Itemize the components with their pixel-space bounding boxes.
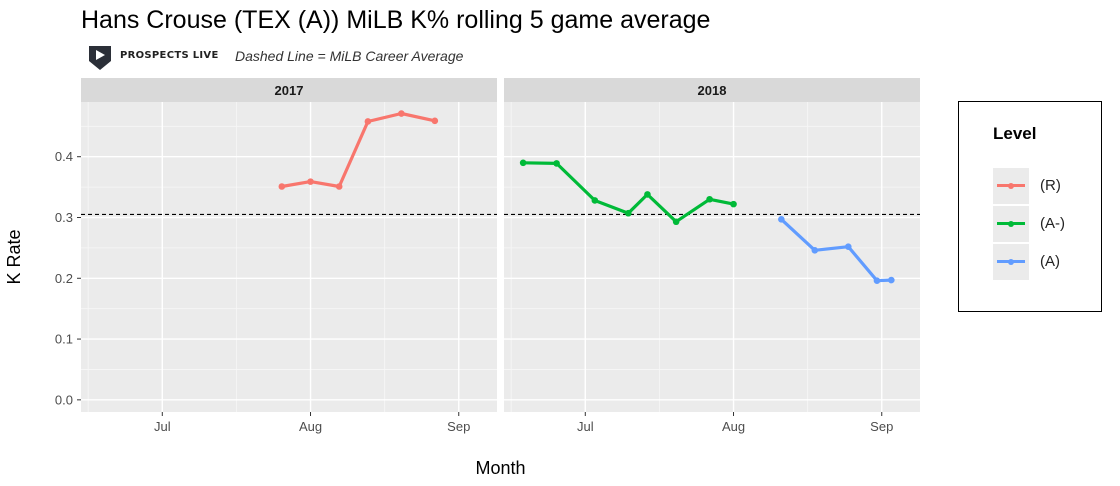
data-point-a-minus-2018-6 <box>672 218 680 226</box>
legend-label-a: (A) <box>1040 253 1060 270</box>
data-point-a-2018-5 <box>888 276 895 284</box>
data-point-a-minus-2018-2 <box>553 160 560 167</box>
data-point-a-minus-2018-5 <box>644 191 651 198</box>
prospects-live-logo: PROSPECTS LIVE <box>89 46 218 70</box>
chart-subtitle: Dashed Line = MiLB Career Average <box>235 48 464 64</box>
prospects-live-shield-icon <box>89 46 111 70</box>
panel-background-2018 <box>504 102 920 412</box>
y-axis-title: K Rate <box>4 229 24 284</box>
legend-title: Level <box>993 124 1037 143</box>
data-point-r-2017-2 <box>307 178 314 185</box>
data-point-a-minus-2018-7 <box>706 195 713 203</box>
x-axis-title: Month <box>475 458 525 478</box>
x-tick-label-2018-jul: Jul <box>577 419 594 434</box>
chart-title: Hans Crouse (TEX (A)) MiLB K% rolling 5 … <box>81 6 711 34</box>
y-tick-label-4: 0.4 <box>55 149 73 164</box>
legend-item-r: (R) <box>993 168 1103 204</box>
x-tick-label-2017-jul: Jul <box>154 419 171 434</box>
y-tick-label-3: 0.3 <box>55 210 73 225</box>
data-point-a-minus-2018-3 <box>591 197 599 204</box>
data-point-a-2018-2 <box>811 247 819 254</box>
y-tick-label-0: 0.0 <box>55 392 73 407</box>
facet-strip-2018 <box>504 78 920 102</box>
brand-name: PROSPECTS LIVE <box>120 50 219 61</box>
legend-item-a-minus: (A-) <box>993 206 1103 242</box>
series-line-a-minus-2018 <box>521 161 736 224</box>
facet-strip-2017 <box>81 78 497 102</box>
data-point-a-minus-2018-4 <box>625 209 632 217</box>
facet-label-2018: 2018 <box>698 83 727 98</box>
data-point-r-2017-3 <box>335 183 343 190</box>
panel-background-2017 <box>81 102 497 412</box>
x-tick-label-2017-sep: Sep <box>447 419 470 434</box>
legend-key-a-minus <box>993 206 1029 242</box>
legend-item-a: (A) <box>993 244 1103 280</box>
legend: Level (R) (A-) (A) <box>958 101 1102 312</box>
legend-label-a-minus: (A-) <box>1040 215 1065 232</box>
y-tick-label-2: 0.2 <box>55 271 73 286</box>
series-line-r-2017 <box>280 111 437 189</box>
legend-key-r <box>993 168 1029 204</box>
facet-label-2017: 2017 <box>275 83 304 98</box>
legend-label-r: (R) <box>1040 177 1061 194</box>
data-point-a-minus-2018-1 <box>519 159 527 167</box>
data-point-r-2017-1 <box>278 183 286 190</box>
x-tick-label-2017-aug: Aug <box>299 419 322 434</box>
legend-key-a <box>993 244 1029 280</box>
data-point-a-minus-2018-8 <box>730 200 737 208</box>
x-tick-label-2018-aug: Aug <box>722 419 745 434</box>
data-point-r-2017-6 <box>431 117 439 125</box>
data-point-r-2017-4 <box>364 118 372 125</box>
x-tick-label-2018-sep: Sep <box>870 419 893 434</box>
data-point-a-2018-4 <box>873 277 881 285</box>
data-point-a-2018-3 <box>844 243 852 250</box>
data-point-a-2018-1 <box>778 216 785 223</box>
data-point-r-2017-5 <box>398 110 405 117</box>
y-tick-label-1: 0.1 <box>55 332 73 347</box>
